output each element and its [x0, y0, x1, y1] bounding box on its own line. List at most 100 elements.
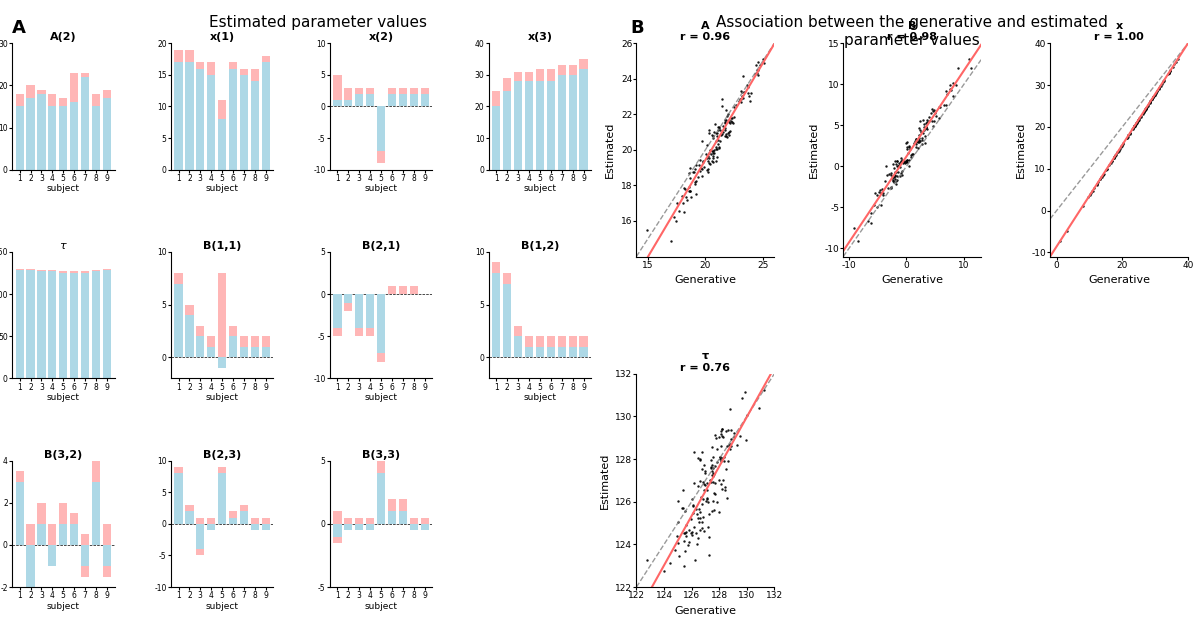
Point — [712, 430, 731, 439]
Point — [680, 163, 700, 173]
Point — [703, 496, 722, 506]
Point — [916, 130, 935, 140]
Point — [884, 163, 904, 173]
Point — [941, 80, 960, 90]
Point — [692, 464, 712, 474]
Bar — [569, 66, 577, 75]
Point — [696, 480, 715, 490]
Point — [1123, 124, 1142, 133]
Point — [1057, 226, 1076, 235]
Bar — [185, 511, 193, 524]
Bar — [16, 106, 24, 170]
Point — [911, 127, 930, 137]
Bar — [366, 328, 374, 336]
Point — [1160, 67, 1180, 77]
Bar — [398, 88, 407, 94]
Point — [749, 57, 768, 67]
Point — [910, 137, 929, 147]
Point — [708, 152, 727, 162]
Point — [1111, 142, 1130, 151]
Point — [676, 506, 695, 515]
Bar — [580, 59, 588, 69]
Point — [697, 478, 716, 488]
Point — [1124, 121, 1144, 131]
Point — [1085, 183, 1104, 193]
Point — [1144, 93, 1163, 103]
Point — [715, 482, 734, 492]
Point — [702, 477, 721, 487]
Point — [682, 514, 701, 524]
Point — [704, 148, 724, 158]
Point — [884, 177, 904, 187]
Point — [707, 497, 726, 507]
Point — [700, 159, 719, 169]
Text: B: B — [630, 19, 643, 36]
Point — [683, 527, 702, 537]
Bar — [185, 315, 193, 357]
Point — [896, 156, 916, 166]
Point — [898, 154, 917, 164]
Point — [708, 125, 727, 135]
Bar — [514, 81, 522, 170]
Bar — [334, 100, 342, 106]
Point — [706, 430, 725, 440]
Point — [721, 112, 740, 122]
Point — [701, 149, 720, 159]
Point — [700, 129, 719, 138]
Point — [679, 186, 698, 196]
Bar — [48, 269, 56, 271]
Point — [1109, 146, 1128, 156]
Point — [686, 504, 706, 514]
Point — [682, 528, 701, 538]
Point — [692, 164, 712, 174]
Point — [870, 187, 889, 197]
Point — [1135, 104, 1154, 114]
Point — [701, 455, 720, 465]
Point — [925, 108, 944, 118]
Point — [1128, 116, 1147, 125]
Point — [720, 127, 739, 137]
Point — [698, 148, 718, 158]
Point — [1150, 83, 1169, 93]
Point — [883, 159, 902, 169]
Point — [881, 183, 900, 193]
Point — [1106, 150, 1126, 159]
Point — [1153, 77, 1172, 87]
Point — [674, 561, 694, 571]
Point — [1087, 180, 1106, 190]
Point — [890, 160, 910, 170]
Point — [704, 463, 724, 473]
Bar — [377, 473, 385, 524]
X-axis label: Generative: Generative — [674, 275, 737, 286]
Point — [1105, 152, 1124, 162]
Point — [712, 130, 731, 140]
Title: A
r = 0.96: A r = 0.96 — [680, 21, 731, 43]
Bar — [103, 566, 110, 577]
Point — [688, 481, 707, 491]
Bar — [174, 62, 182, 170]
Point — [679, 182, 698, 192]
Point — [892, 156, 911, 166]
X-axis label: Generative: Generative — [1088, 275, 1150, 286]
Point — [709, 135, 728, 145]
Point — [748, 67, 767, 77]
Bar — [492, 106, 500, 170]
Point — [1135, 104, 1154, 114]
Point — [725, 102, 744, 112]
Point — [1140, 98, 1159, 108]
Bar — [262, 517, 270, 524]
Point — [908, 123, 928, 133]
Point — [1111, 142, 1130, 151]
Point — [1141, 95, 1160, 105]
Point — [864, 200, 883, 210]
Point — [716, 106, 736, 116]
Point — [676, 528, 695, 538]
Point — [692, 157, 712, 167]
Point — [888, 156, 907, 166]
Point — [712, 455, 731, 465]
Bar — [240, 75, 248, 170]
Point — [668, 496, 688, 506]
Point — [695, 479, 714, 489]
Point — [664, 213, 683, 222]
Point — [703, 153, 722, 163]
